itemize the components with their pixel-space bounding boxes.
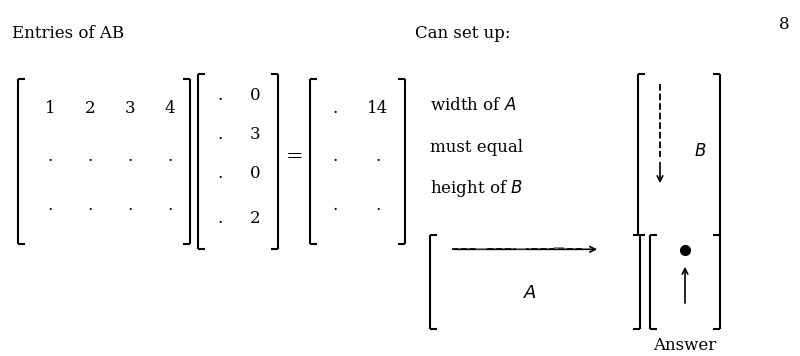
Text: .: . bbox=[332, 197, 338, 214]
Text: −: − bbox=[513, 241, 527, 258]
Text: 3: 3 bbox=[125, 100, 135, 117]
Text: 4: 4 bbox=[165, 100, 175, 117]
Text: $A$: $A$ bbox=[523, 284, 537, 302]
Text: −: − bbox=[473, 241, 487, 258]
Text: .: . bbox=[47, 148, 53, 165]
Text: must equal: must equal bbox=[430, 138, 523, 156]
Text: 8: 8 bbox=[779, 16, 790, 33]
Text: .: . bbox=[218, 87, 222, 104]
Text: Entries of AB: Entries of AB bbox=[12, 25, 124, 42]
Text: .: . bbox=[218, 165, 222, 182]
Text: 3: 3 bbox=[250, 126, 260, 143]
Text: height of $B$: height of $B$ bbox=[430, 178, 523, 199]
Text: −: − bbox=[551, 240, 565, 257]
Text: width of $A$: width of $A$ bbox=[430, 97, 517, 114]
Text: .: . bbox=[332, 148, 338, 165]
Text: 1: 1 bbox=[45, 100, 55, 117]
Text: .: . bbox=[375, 148, 381, 165]
Text: 2: 2 bbox=[250, 210, 260, 227]
Text: .: . bbox=[47, 197, 53, 214]
Text: .: . bbox=[87, 197, 93, 214]
Text: .: . bbox=[127, 148, 133, 165]
Text: 14: 14 bbox=[367, 100, 389, 117]
Text: 0: 0 bbox=[250, 87, 260, 104]
Text: .: . bbox=[218, 126, 222, 143]
Text: 2: 2 bbox=[85, 100, 95, 117]
Text: =: = bbox=[286, 147, 304, 166]
Text: $B$: $B$ bbox=[694, 143, 706, 161]
Text: .: . bbox=[332, 100, 338, 117]
Text: 0: 0 bbox=[250, 165, 260, 182]
Text: .: . bbox=[375, 197, 381, 214]
Text: .: . bbox=[127, 197, 133, 214]
Text: .: . bbox=[218, 210, 222, 227]
Text: Answer: Answer bbox=[654, 337, 717, 354]
Text: .: . bbox=[87, 148, 93, 165]
Text: .: . bbox=[167, 148, 173, 165]
Text: Can set up:: Can set up: bbox=[415, 25, 510, 42]
Text: .: . bbox=[167, 197, 173, 214]
